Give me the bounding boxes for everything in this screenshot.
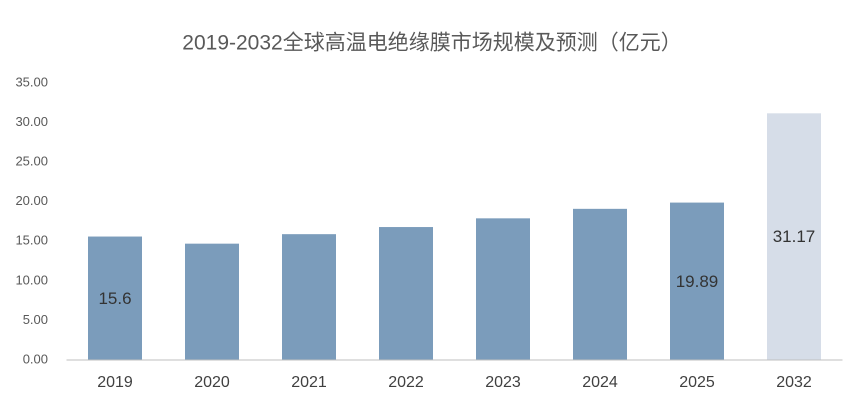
bar xyxy=(573,208,627,360)
y-tick-label: 5.00 xyxy=(23,312,48,327)
x-tick-label: 2025 xyxy=(679,374,715,391)
bar xyxy=(282,234,336,360)
bar xyxy=(88,236,142,360)
x-tick-label: 2022 xyxy=(388,374,424,391)
bar xyxy=(379,227,433,360)
y-tick-label: 20.00 xyxy=(15,193,48,208)
data-label: 31.17 xyxy=(773,227,816,246)
y-tick-label: 0.00 xyxy=(23,351,48,366)
bar xyxy=(767,113,821,361)
y-tick-label: 25.00 xyxy=(15,154,48,169)
data-label: 19.89 xyxy=(676,272,719,291)
y-tick-label: 15.00 xyxy=(15,233,48,248)
data-label: 15.6 xyxy=(98,289,131,308)
x-tick-label: 2019 xyxy=(97,374,133,391)
bar xyxy=(670,202,724,360)
x-tick-label: 2023 xyxy=(485,374,521,391)
x-tick-label: 2021 xyxy=(291,374,327,391)
x-tick-label: 2032 xyxy=(776,374,812,391)
chart-title: 2019-2032全球高温电绝缘膜市场规模及预测（亿元） xyxy=(182,32,681,55)
y-tick-label: 35.00 xyxy=(15,74,48,89)
bar xyxy=(476,218,530,360)
y-tick-label: 10.00 xyxy=(15,272,48,287)
y-tick-label: 30.00 xyxy=(15,114,48,129)
x-tick-label: 2020 xyxy=(194,374,230,391)
bar xyxy=(185,243,239,360)
x-tick-label: 2024 xyxy=(582,374,618,391)
